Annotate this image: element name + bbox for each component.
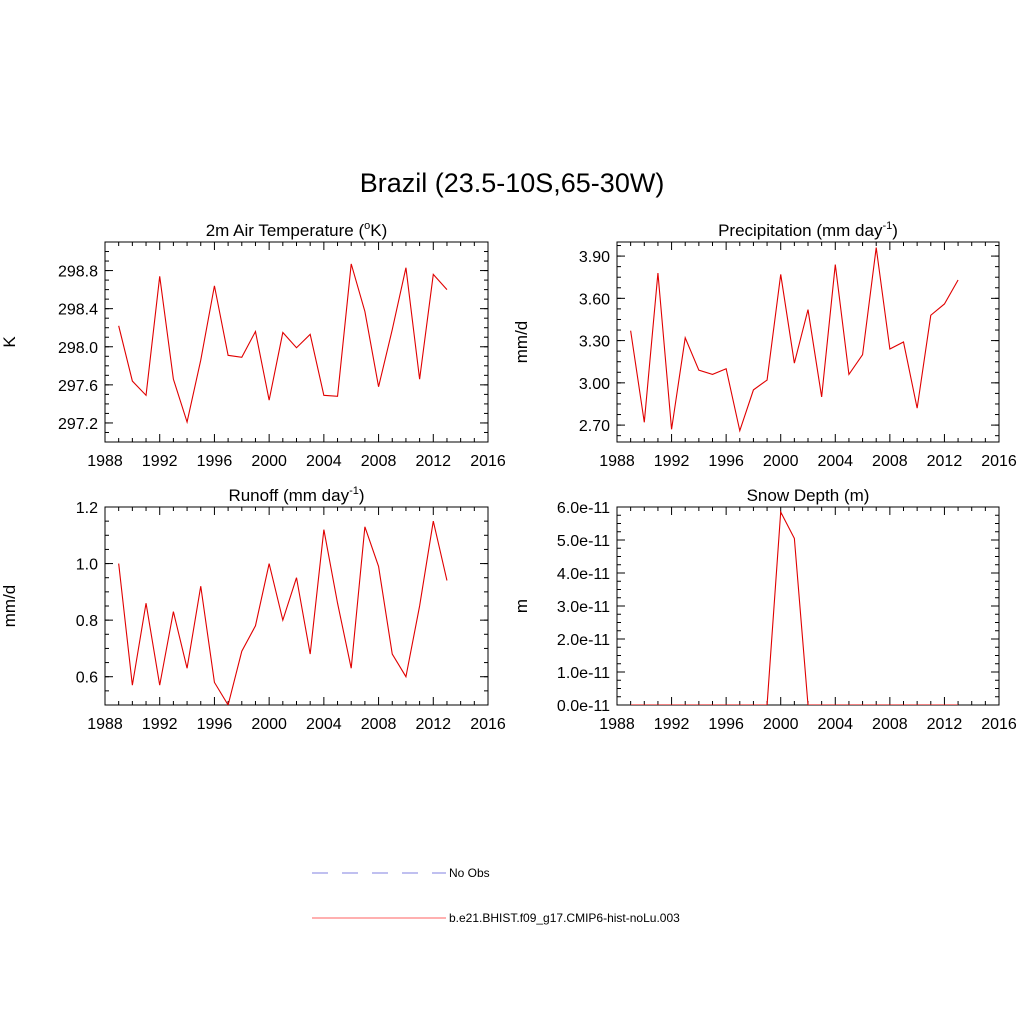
x-tick-label: 2004 [817,716,853,733]
y-tick-label: 0.0e-11 [557,698,610,715]
x-tick-label: 1996 [708,716,744,733]
x-tick-label: 1988 [87,716,123,733]
panel-precipitation: 1988 1992 1996 2000 2004 2008 2012 2016 2.70 3.00… [512,220,1017,470]
y-tick-label: 0.8 [76,613,98,630]
y-tick-label: 2.0e-11 [557,632,610,649]
series-line-model [118,263,448,425]
x-tick-label: 2016 [470,453,506,470]
x-tick-label: 1988 [599,453,635,470]
y-tick-label: 1.0e-11 [557,665,610,682]
x-tick-label: 2016 [981,716,1017,733]
x-tick-label: 2000 [251,716,287,733]
y-axis-label: m [512,599,531,613]
x-tick-label: 1992 [654,453,690,470]
x-tick-label: 1992 [654,716,690,733]
x-tick-label: 2012 [415,453,451,470]
panel-temperature: 1988 1992 1996 2000 2004 2008 2012 2016 297.2 297… [0,220,506,470]
legend-model-line [312,917,446,919]
y-tick-label: 297.2 [58,416,98,433]
figure-title: Brazil (23.5-10S,65-30W) [359,168,665,198]
legend-model-label: b.e21.BHIST.f09_g17.CMIP6-hist-noLu.003 [449,911,680,925]
y-tick-label: 5.0e-11 [557,533,610,550]
x-tick-label: 2012 [927,453,963,470]
x-tick-label: 2008 [872,716,908,733]
panel-title: Snow Depth (m) [747,486,870,505]
y-axis-label: K [0,336,19,348]
y-tick-label: 298.4 [58,302,98,319]
y-tick-label: 4.0e-11 [557,566,610,583]
x-tick-label: 2000 [763,453,799,470]
y-tick-label: 6.0e-11 [557,500,610,517]
y-tick-label: 3.90 [579,249,610,266]
x-tick-label: 2008 [361,716,397,733]
x-tick-label: 1992 [142,453,178,470]
x-tick-label: 2004 [306,716,342,733]
x-tick-label: 2000 [251,453,287,470]
y-tick-label: 2.70 [579,418,610,435]
x-tick-label: 2016 [470,716,506,733]
legend-obs-line [312,872,446,874]
panel-runoff: 1988 1992 1996 2000 2004 2008 2012 2016 0.6 0.8 1.… [0,485,506,733]
y-tick-label: 0.6 [76,670,98,687]
x-tick-label: 1992 [142,716,178,733]
x-tick-label: 2004 [306,453,342,470]
y-tick-label: 298.0 [58,340,98,357]
panel-title: 2m Air Temperature (oK) [206,220,388,240]
y-tick-label: 3.0e-11 [557,599,610,616]
y-tick-label: 298.8 [58,264,98,281]
x-tick-label: 2008 [361,453,397,470]
x-tick-label: 2004 [817,453,853,470]
panel-title: Precipitation (mm day-1) [718,220,898,240]
x-tick-label: 2012 [415,716,451,733]
x-tick-label: 1988 [87,453,123,470]
x-tick-label: 1996 [197,716,233,733]
plot-frame [104,241,489,443]
x-tick-label: 2016 [981,453,1017,470]
x-tick-label: 2008 [872,453,908,470]
panel-title: Runoff (mm day-1) [228,485,364,505]
y-tick-label: 297.6 [58,378,98,395]
plot-frame [616,506,1000,706]
y-tick-label: 3.00 [579,376,610,393]
y-tick-label: 1.2 [76,500,98,517]
x-tick-label: 1988 [599,716,635,733]
x-tick-label: 1996 [708,453,744,470]
legend-obs-label: No Obs [449,866,490,880]
y-tick-label: 1.0 [76,557,98,574]
series-line-model [630,509,959,705]
y-tick-label: 3.30 [579,334,610,351]
y-axis-label: mm/d [0,585,19,628]
series-line-model [630,247,959,433]
x-tick-label: 2000 [763,716,799,733]
y-axis-label: mm/d [512,321,531,364]
series-line-model [118,521,448,705]
x-tick-label: 1996 [197,453,233,470]
x-tick-label: 2012 [927,716,963,733]
y-tick-label: 3.60 [579,291,610,308]
panel-snow-depth: 1988 1992 1996 2000 2004 2008 2012 2016 0.0e-11 1… [512,486,1017,733]
